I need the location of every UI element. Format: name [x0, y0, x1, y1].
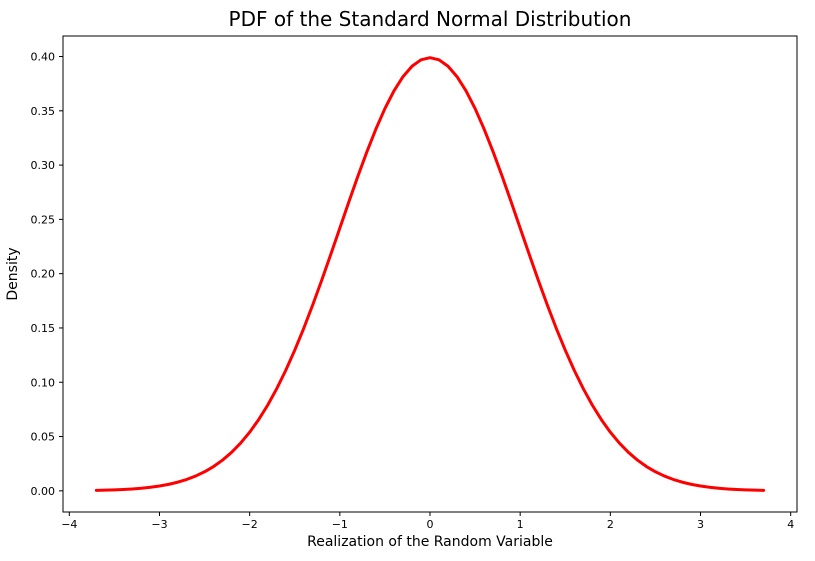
pdf-curve [94, 56, 766, 492]
y-tick-label: 0.20 [31, 268, 56, 281]
y-tick-label: 0.00 [31, 485, 56, 498]
y-axis-label: Density [5, 247, 21, 300]
y-tick-label: 0.10 [31, 376, 56, 389]
plot-area: −4 −3 −2 −1 0 1 2 3 4 0.00 0.05 0.10 0.15 0.20 0.25 0.3… [31, 35, 798, 531]
x-tick-label: 3 [697, 518, 704, 531]
x-tick-label: −1 [332, 518, 348, 531]
x-tick-label: −2 [242, 518, 258, 531]
x-tick-label: 1 [517, 518, 524, 531]
y-tick-label: 0.40 [31, 51, 56, 64]
x-tick-label: −4 [61, 518, 77, 531]
y-tick-label: 0.25 [31, 213, 56, 226]
y-tick-label: 0.05 [31, 431, 56, 444]
axes-spines [62, 35, 798, 513]
x-tick-label: 0 [427, 518, 434, 531]
y-tick-label: 0.30 [31, 159, 56, 172]
x-tick-label: −3 [151, 518, 167, 531]
x-tick-label: 4 [787, 518, 794, 531]
y-tick-label: 0.35 [31, 105, 56, 118]
x-axis-label: Realization of the Random Variable [307, 534, 553, 550]
chart-title: PDF of the Standard Normal Distribution [229, 7, 632, 31]
y-tick-label: 0.15 [31, 322, 56, 335]
x-tick-label: 2 [607, 518, 614, 531]
